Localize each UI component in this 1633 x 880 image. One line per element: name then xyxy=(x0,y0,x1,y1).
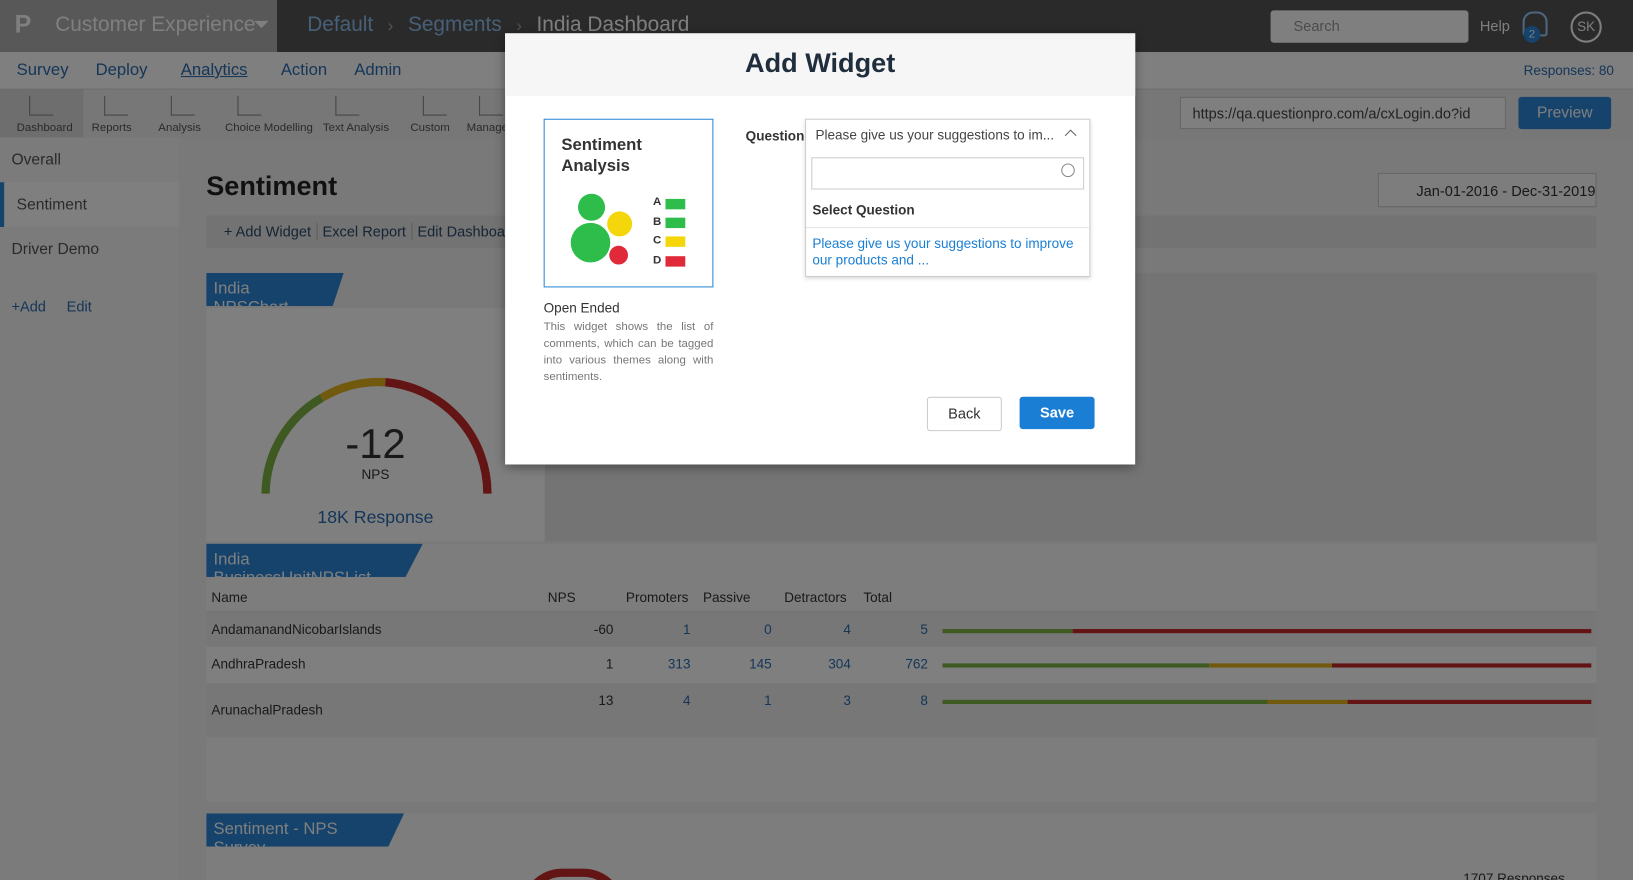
legend-letter: D xyxy=(652,253,662,267)
legend-letter: C xyxy=(652,234,662,247)
question-dropdown xyxy=(805,118,1091,278)
legend-letter: B xyxy=(652,215,662,228)
legend-letter: A xyxy=(652,195,662,209)
widget-description: This widget shows the list of comments, … xyxy=(543,320,714,384)
dropdown-header: Select Question xyxy=(812,202,915,218)
card-art xyxy=(570,193,686,267)
modal-header xyxy=(505,33,1136,96)
question-option[interactable]: Please give us your suggestions to impro… xyxy=(812,235,1074,268)
question-label: Question xyxy=(745,128,805,144)
modal-title: Add Widget xyxy=(745,46,896,79)
widget-type: Open Ended xyxy=(543,299,620,316)
selected-question[interactable]: Please give us your suggestions to im... xyxy=(815,127,1055,143)
card-title: Sentiment Analysis xyxy=(561,136,642,175)
save-button[interactable]: Save xyxy=(1019,396,1095,430)
search-icon xyxy=(1061,163,1075,178)
dropdown-search[interactable] xyxy=(811,157,1085,190)
back-button[interactable]: Back xyxy=(926,396,1002,432)
divider xyxy=(806,227,1090,229)
